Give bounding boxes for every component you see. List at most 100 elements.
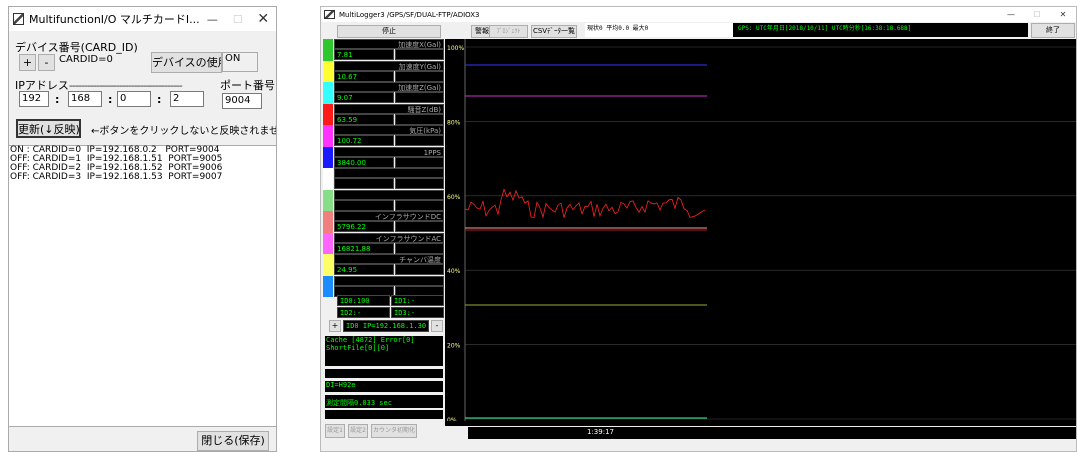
- trace-red-noise: [464, 188, 706, 219]
- title-bar: MultifunctionI/O マルチカードI... — ☐ ✕: [9, 7, 276, 31]
- ip-separator: :: [157, 93, 162, 106]
- close-icon[interactable]: ✕: [257, 11, 270, 27]
- project-button[interactable]: ﾌﾟﾛｼﾞｪｸﾄ: [489, 25, 528, 38]
- status-box: [325, 410, 443, 419]
- use-device-button[interactable]: デバイスの使用: [151, 52, 222, 73]
- window-title: MultifunctionI/O マルチカードI...: [28, 13, 200, 26]
- app-icon: [13, 13, 24, 25]
- port-input[interactable]: 9004: [222, 93, 262, 109]
- channel-label: 騒音Z(dB): [334, 103, 444, 114]
- update-hint: ←ボタンをクリックしないと反映されません: [91, 126, 277, 137]
- percent-label: 20%: [447, 343, 461, 350]
- channel-value-aux: [395, 49, 444, 60]
- channel-label: 加速度Z(Gal): [334, 82, 444, 92]
- cache-line: Cache [4872] Error[0]: [326, 336, 415, 344]
- channel-label: [334, 275, 444, 286]
- channel-value: 10.67: [334, 70, 394, 82]
- close-save-button[interactable]: 閉じる(保存): [197, 431, 269, 451]
- channel-color-swatch[interactable]: [323, 60, 333, 82]
- maximize-icon[interactable]: ☐: [1033, 10, 1041, 19]
- percent-label: 60%: [447, 194, 461, 201]
- csv-list-button[interactable]: CSVﾃﾞｰﾀ一覧: [531, 25, 577, 38]
- channel-value: 9.07: [334, 92, 394, 103]
- minimize-icon[interactable]: —: [1007, 10, 1015, 19]
- card-id-value: CARDID=0: [59, 54, 113, 65]
- channel-value: 24.95: [334, 264, 394, 275]
- percent-label: 100%: [447, 45, 464, 52]
- channel-color-swatch[interactable]: [323, 189, 333, 211]
- list-item[interactable]: OFF: CARDID=1 IP=192.168.1.51 PORT=9005: [10, 154, 223, 164]
- time-bar: [468, 427, 1076, 439]
- close-icon[interactable]: ✕: [1059, 10, 1067, 19]
- channel-label: 加速度Y(Gal): [334, 60, 444, 71]
- channel-panel: 加速度X(Gal) 7.81 加速度Y(Gal) 10.67 加速度Z(Gal) 9.07…: [323, 39, 445, 301]
- channel-color-swatch[interactable]: [323, 275, 333, 297]
- channel-label: 気圧(kPa): [334, 125, 444, 135]
- port-number-label: ポート番号: [220, 79, 275, 92]
- settings2-button[interactable]: 設定2: [348, 424, 368, 438]
- channel-value: 5796.22: [334, 221, 394, 232]
- id-plus-button[interactable]: +: [329, 320, 341, 332]
- channel-label: 加速度X(Gal): [334, 39, 444, 49]
- interval-readout: 測定間隔0.033 sec: [325, 398, 443, 408]
- channel-color-swatch[interactable]: [323, 82, 333, 104]
- card-id-minus-button[interactable]: -: [38, 54, 55, 71]
- id-select[interactable]: ID0 IP=192.168.1.30: [343, 320, 429, 332]
- settings1-button[interactable]: 設定1: [325, 424, 345, 438]
- channel-value: 63.59: [334, 113, 394, 125]
- channel-color-swatch[interactable]: [323, 103, 333, 125]
- percent-label: 40%: [447, 268, 461, 275]
- channel-value: 100.72: [334, 135, 394, 146]
- list-item[interactable]: OFF: CARDID=3 IP=192.168.1.53 PORT=9007: [10, 172, 223, 182]
- multifunction-window: MultifunctionI/O マルチカードI... — ☐ ✕ デバイス番号…: [8, 6, 277, 452]
- channel-value-aux: [395, 70, 444, 82]
- di-readout: DI=H92e: [325, 381, 443, 392]
- stop-button[interactable]: 停止: [337, 25, 441, 38]
- maximize-icon[interactable]: ☐: [232, 12, 243, 26]
- status-box: [325, 369, 443, 378]
- channel-color-swatch[interactable]: [323, 39, 333, 61]
- card-id-plus-button[interactable]: +: [19, 54, 36, 71]
- stats-readout: 現状0 平均0.0 最大0: [585, 23, 733, 37]
- channel-color-swatch[interactable]: [323, 168, 333, 190]
- channel-color-swatch[interactable]: [323, 211, 333, 233]
- logger-window: MultiLogger3 /GPS/SF/DUAL-FTP/ADIOX3 — ☐…: [320, 6, 1077, 452]
- device-number-label: デバイス番号(CARD_ID): [15, 41, 138, 54]
- channel-value-aux: [395, 178, 444, 189]
- channel-value-aux: [395, 135, 444, 146]
- percent-label: 80%: [447, 119, 461, 126]
- percent-label: 0%: [447, 417, 457, 421]
- channel-value-aux: [395, 156, 444, 168]
- channel-value-aux: [395, 242, 444, 254]
- logger-title-bar: MultiLogger3 /GPS/SF/DUAL-FTP/ADIOX3 — ☐…: [321, 7, 1076, 22]
- plot-area: 100% 80% 60% 40% 20% 0%: [445, 39, 1076, 421]
- ip-octet-1-input[interactable]: 192: [19, 91, 49, 107]
- ip-octet-3-input[interactable]: 0: [117, 91, 151, 107]
- ip-octet-2-input[interactable]: 168: [68, 91, 102, 107]
- list-item[interactable]: OFF: CARDID=2 IP=192.168.1.52 PORT=9006: [10, 163, 223, 173]
- channel-color-swatch[interactable]: [323, 254, 333, 276]
- channel-value-aux: [395, 92, 444, 103]
- channel-label: インフラサウンドAC: [334, 232, 444, 243]
- device-status-field: ON: [222, 52, 258, 72]
- ip-octet-4-input[interactable]: 2: [170, 91, 204, 107]
- minimize-icon[interactable]: —: [206, 12, 218, 26]
- channel-value: [334, 199, 394, 211]
- channel-value-aux: [395, 199, 444, 211]
- ip-separator: :: [108, 93, 113, 106]
- counter-reset-button[interactable]: カウンタ初期化: [371, 424, 417, 438]
- logger-app-icon: [324, 10, 335, 19]
- channel-color-swatch[interactable]: [323, 146, 333, 168]
- channel-value-aux: [395, 221, 444, 232]
- update-button[interactable]: 更新(↓反映): [16, 119, 81, 138]
- channel-value: [334, 178, 394, 189]
- id-minus-button[interactable]: -: [431, 320, 443, 332]
- channel-color-swatch[interactable]: [323, 232, 333, 254]
- channel-color-swatch[interactable]: [323, 125, 333, 147]
- channel-value: 16821.88: [334, 242, 394, 254]
- list-item[interactable]: ON : CARDID=0 IP=192.168.0.2 PORT=9004: [10, 145, 220, 155]
- channel-value-aux: [395, 113, 444, 125]
- channel-label: チャンバ温度: [334, 254, 444, 264]
- end-button[interactable]: 終了: [1031, 23, 1075, 38]
- gps-readout: GPS: UTC年月日[2018/10/11] UTC時分秒[16:38:18.…: [733, 23, 1028, 37]
